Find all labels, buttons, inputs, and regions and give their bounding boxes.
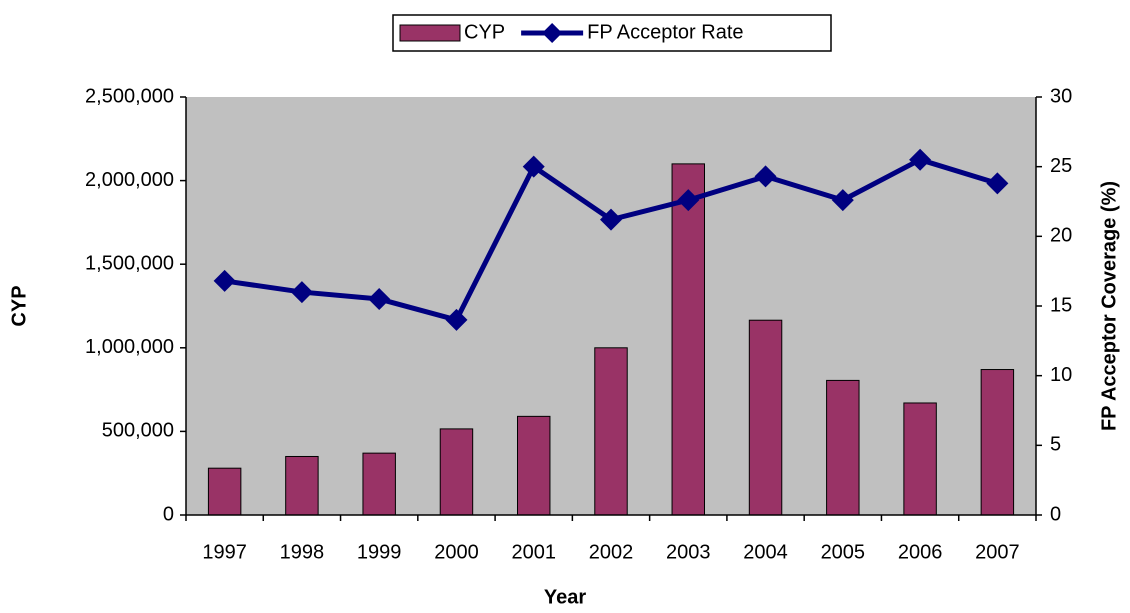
line-marker [831, 189, 854, 212]
y-tick-label: 2,500,000 [85, 85, 174, 107]
line-marker [600, 208, 622, 231]
line-marker [213, 269, 236, 292]
bar [903, 402, 937, 516]
y2-tick-label: 10 [1050, 364, 1072, 386]
bar [594, 347, 628, 516]
bar [671, 163, 706, 516]
line-marker [445, 308, 468, 331]
x-tick-label: 1998 [280, 541, 325, 563]
line-marker [909, 148, 932, 171]
line-marker [522, 155, 545, 178]
x-axis-label: Year [544, 586, 586, 608]
line-marker [986, 172, 1009, 195]
bar [439, 428, 474, 516]
bar [285, 455, 319, 516]
bar [980, 369, 1015, 516]
legend-swatch-marker [542, 23, 563, 43]
line-marker [754, 165, 777, 188]
y-axis-label: CYP [8, 285, 30, 326]
x-tick-label: 2005 [821, 541, 866, 563]
y2-tick-label: 15 [1050, 294, 1072, 316]
y2-tick-label: 20 [1050, 225, 1072, 247]
bar [748, 319, 783, 516]
bar [207, 467, 242, 516]
x-tick-label: 2001 [511, 541, 556, 563]
x-tick-label: 2002 [589, 541, 634, 563]
y2-tick-label: 0 [1050, 503, 1061, 525]
y2-tick-label: 5 [1050, 434, 1061, 456]
y2-tick-label: 25 [1050, 155, 1072, 177]
y2-tick-label: 30 [1050, 85, 1072, 107]
x-tick-label: 2007 [975, 541, 1020, 563]
x-tick-label: 2003 [666, 541, 711, 563]
y-tick-label: 1,000,000 [85, 336, 174, 358]
x-tick-label: 2006 [898, 541, 943, 563]
line-marker [677, 189, 700, 212]
x-tick-label: 2000 [434, 541, 479, 563]
y2-axis-label: FP Acceptor Coverage (%) [1098, 181, 1120, 431]
x-tick-label: 1997 [202, 541, 247, 563]
line-marker [368, 288, 391, 311]
x-tick-label: 1999 [357, 541, 402, 563]
legend-swatch [399, 24, 461, 42]
bar [517, 415, 551, 516]
legend-box [392, 14, 832, 52]
y-tick-label: 500,000 [102, 420, 174, 442]
legend-label: FP Acceptor Rate [587, 21, 743, 43]
bar [362, 452, 396, 516]
y-tick-label: 2,000,000 [85, 169, 174, 191]
y-tick-label: 1,500,000 [85, 252, 174, 274]
legend-label: CYP [464, 21, 505, 43]
bar [826, 379, 860, 516]
x-tick-label: 2004 [743, 541, 788, 563]
y-tick-label: 0 [163, 503, 174, 525]
line-marker [290, 281, 313, 304]
